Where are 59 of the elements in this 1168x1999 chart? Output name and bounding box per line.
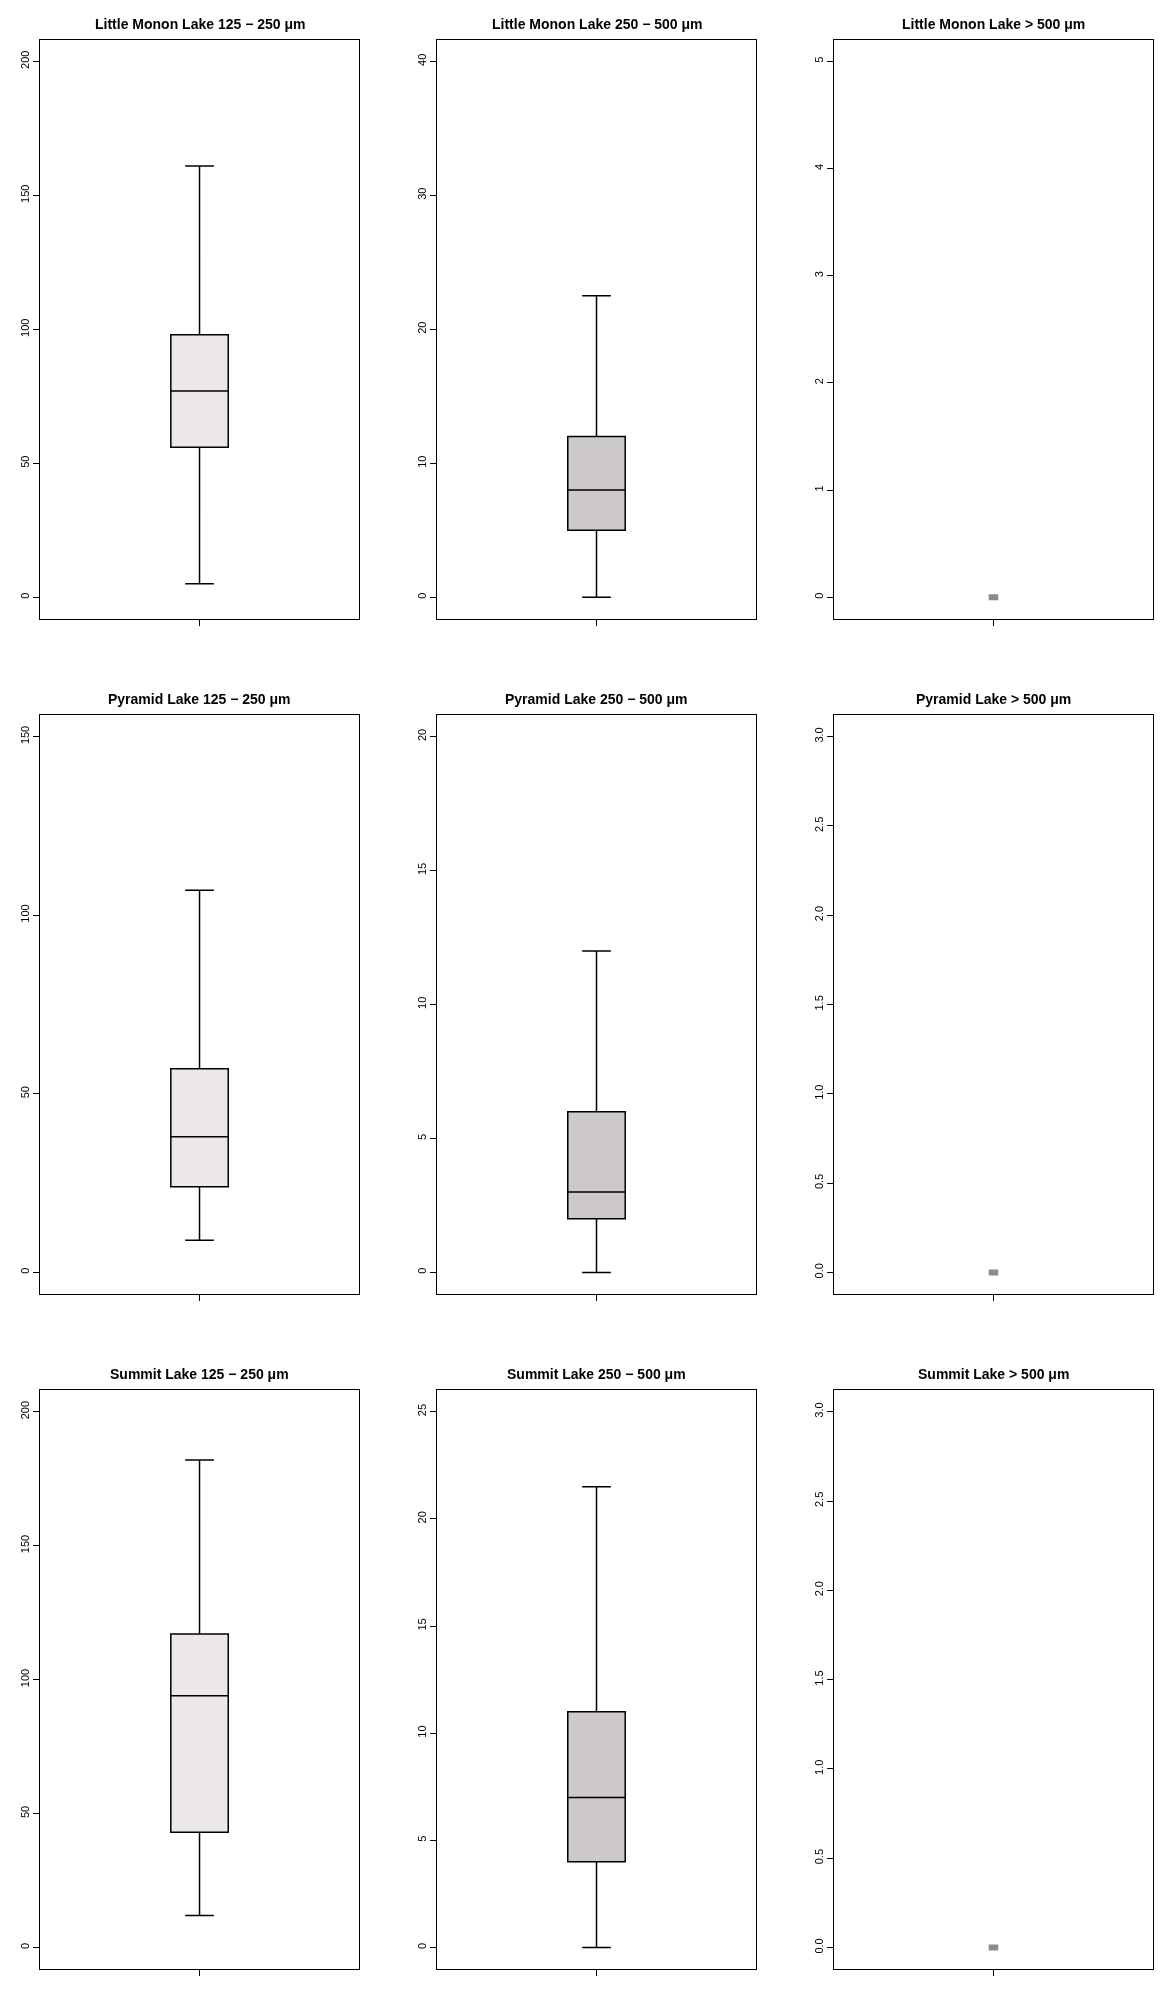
y-tick-label: 0 <box>18 592 31 599</box>
chart-title: Little Monon Lake 250 − 500 μm <box>492 16 703 32</box>
y-tick-label: 15 <box>415 862 428 876</box>
y-tick-label: 20 <box>415 321 428 334</box>
y-tick-label: 0.5 <box>812 1173 825 1190</box>
y-tick-label: 3.0 <box>812 727 825 743</box>
y-tick-label: 1.5 <box>812 1670 825 1686</box>
y-tick-label: 0 <box>18 1267 31 1274</box>
y-tick-label: 30 <box>415 187 428 200</box>
y-tick-label: 1 <box>812 485 825 492</box>
chart-title: Pyramid Lake 125 − 250 μm <box>108 691 291 707</box>
y-tick-label: 1.0 <box>812 1084 825 1100</box>
y-tick-label: 3 <box>812 271 825 278</box>
y-tick-label: 3.0 <box>812 1402 825 1418</box>
y-tick-label: 100 <box>18 1668 31 1688</box>
chart-title: Little Monon Lake 125 − 250 μm <box>95 16 306 32</box>
y-tick-label: 5 <box>415 1835 428 1842</box>
y-tick-label: 0 <box>415 592 428 599</box>
y-tick-label: 5 <box>812 56 825 63</box>
chart-title: Little Monon Lake > 500 μm <box>902 16 1086 32</box>
y-tick-label: 0.0 <box>812 1938 825 1954</box>
y-tick-label: 0.5 <box>812 1848 825 1865</box>
y-tick-label: 100 <box>18 318 31 337</box>
y-tick-label: 10 <box>415 455 428 468</box>
chart-title: Summit Lake 125 − 250 μm <box>110 1366 289 1382</box>
y-tick-label: 15 <box>415 1618 428 1631</box>
y-tick-label: 10 <box>415 996 428 1009</box>
y-tick-label: 2.5 <box>812 816 825 832</box>
y-tick-label: 200 <box>18 1400 31 1420</box>
y-tick-label: 2 <box>812 378 825 385</box>
y-tick-label: 25 <box>415 1403 428 1417</box>
y-tick-label: 2.0 <box>812 905 825 922</box>
y-tick-label: 0 <box>18 1942 31 1949</box>
y-tick-label: 40 <box>415 53 428 66</box>
y-tick-label: 50 <box>18 1086 31 1099</box>
y-tick-label: 2.5 <box>812 1491 825 1508</box>
chart-title: Summit Lake > 500 μm <box>918 1366 1070 1382</box>
y-tick-label: 0 <box>415 1942 428 1949</box>
chart-title: Summit Lake 250 − 500 μm <box>507 1366 686 1382</box>
y-tick-label: 4 <box>812 163 825 171</box>
chart-title: Pyramid Lake > 500 μm <box>916 691 1072 707</box>
y-tick-label: 150 <box>18 1534 31 1554</box>
y-tick-label: 20 <box>415 1511 428 1524</box>
y-tick-label: 50 <box>18 1805 31 1819</box>
y-tick-label: 20 <box>415 728 428 742</box>
y-tick-label: 150 <box>18 725 31 745</box>
y-tick-label: 1.5 <box>812 995 825 1011</box>
chart-title: Pyramid Lake 250 − 500 μm <box>505 691 688 707</box>
y-tick-label: 10 <box>415 1725 428 1738</box>
y-tick-label: 5 <box>415 1133 428 1140</box>
y-tick-label: 2.0 <box>812 1581 825 1597</box>
y-tick-label: 50 <box>18 455 31 468</box>
y-tick-label: 1.0 <box>812 1759 825 1775</box>
y-tick-label: 0.0 <box>812 1263 825 1279</box>
y-tick-label: 150 <box>18 184 31 203</box>
y-tick-label: 0 <box>415 1267 428 1274</box>
y-tick-label: 0 <box>812 592 825 599</box>
y-tick-label: 100 <box>18 904 31 923</box>
y-tick-label: 200 <box>18 50 31 69</box>
